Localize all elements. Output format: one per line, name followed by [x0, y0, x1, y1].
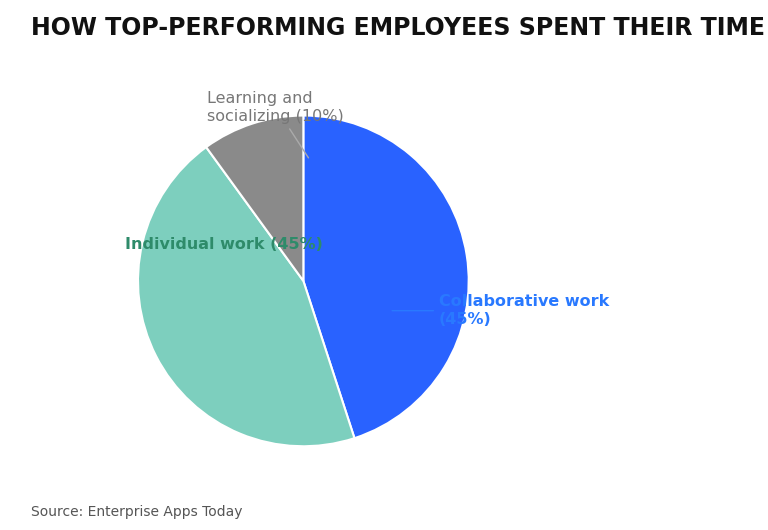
Text: Source: Enterprise Apps Today: Source: Enterprise Apps Today: [31, 506, 242, 519]
Wedge shape: [138, 147, 355, 446]
Wedge shape: [206, 116, 303, 281]
Text: Individual work (45%): Individual work (45%): [124, 237, 323, 252]
Wedge shape: [303, 116, 468, 438]
Text: HOW TOP-PERFORMING EMPLOYEES SPENT THEIR TIME: HOW TOP-PERFORMING EMPLOYEES SPENT THEIR…: [31, 16, 765, 40]
Text: Learning and
socializing (10%): Learning and socializing (10%): [207, 91, 344, 158]
Text: Collaborative work
(45%): Collaborative work (45%): [392, 295, 609, 327]
